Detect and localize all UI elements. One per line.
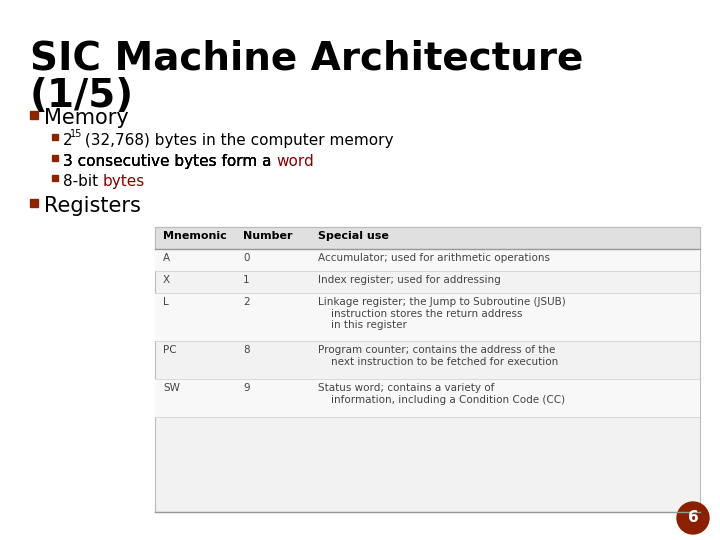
- Text: L: L: [163, 297, 168, 307]
- Bar: [30, 111, 38, 119]
- Text: word: word: [276, 154, 314, 169]
- Text: 3 consecutive bytes form a: 3 consecutive bytes form a: [63, 154, 276, 169]
- Text: 3 consecutive bytes form a: 3 consecutive bytes form a: [63, 154, 276, 169]
- Bar: [155, 227, 700, 512]
- Text: 2: 2: [243, 297, 250, 307]
- Text: PC: PC: [163, 345, 176, 355]
- Text: SW: SW: [163, 383, 180, 393]
- Text: 0: 0: [243, 253, 250, 263]
- Text: 8: 8: [243, 345, 250, 355]
- Text: (1/5): (1/5): [30, 77, 134, 115]
- Text: Memory: Memory: [44, 108, 129, 128]
- Text: Linkage register; the Jump to Subroutine (JSUB)
    instruction stores the retur: Linkage register; the Jump to Subroutine…: [318, 297, 566, 330]
- Text: SIC Machine Architecture: SIC Machine Architecture: [30, 40, 583, 78]
- Circle shape: [677, 502, 709, 534]
- Bar: [155, 249, 700, 271]
- Text: X: X: [163, 275, 170, 285]
- Text: 2: 2: [63, 133, 73, 148]
- Text: Index register; used for addressing: Index register; used for addressing: [318, 275, 500, 285]
- Bar: [52, 175, 58, 181]
- Bar: [155, 293, 700, 341]
- Text: Registers: Registers: [44, 196, 141, 216]
- Text: 15: 15: [70, 129, 82, 139]
- Text: 1: 1: [243, 275, 250, 285]
- Bar: [155, 227, 700, 249]
- Text: Status word; contains a variety of
    information, including a Condition Code (: Status word; contains a variety of infor…: [318, 383, 565, 404]
- Text: Special use: Special use: [318, 231, 389, 241]
- Bar: [52, 134, 58, 140]
- Text: 9: 9: [243, 383, 250, 393]
- Text: Number: Number: [243, 231, 292, 241]
- Text: bytes: bytes: [103, 174, 145, 189]
- Bar: [52, 155, 58, 161]
- Text: A: A: [163, 253, 170, 263]
- Text: Program counter; contains the address of the
    next instruction to be fetched : Program counter; contains the address of…: [318, 345, 558, 367]
- Bar: [30, 199, 38, 207]
- Text: Accumulator; used for arithmetic operations: Accumulator; used for arithmetic operati…: [318, 253, 550, 263]
- Text: 3 consecutive bytes form a: 3 consecutive bytes form a: [63, 154, 276, 169]
- Text: 6: 6: [688, 510, 698, 525]
- Text: Mnemonic: Mnemonic: [163, 231, 227, 241]
- Bar: [155, 379, 700, 417]
- Text: (32,768) bytes in the computer memory: (32,768) bytes in the computer memory: [80, 133, 394, 148]
- Text: 8-bit: 8-bit: [63, 174, 103, 189]
